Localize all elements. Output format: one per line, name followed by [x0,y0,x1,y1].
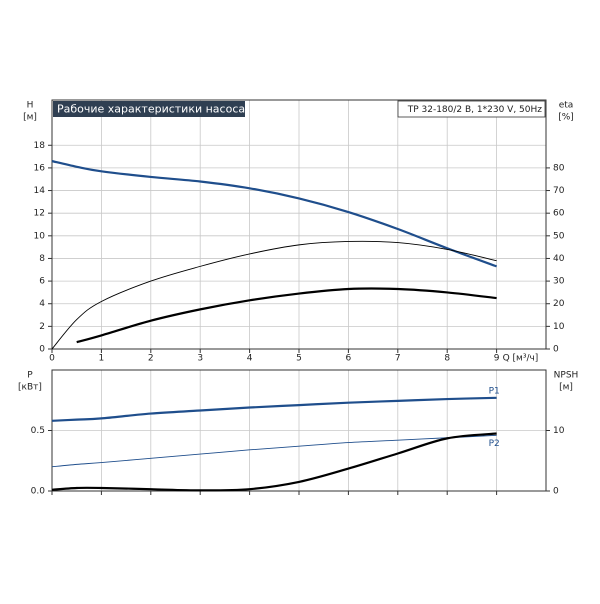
x-axis-label: Q [м³/ч] [503,354,539,364]
y-tick-label: 0.0 [31,487,46,497]
y-axis-unit: [м] [23,113,37,123]
y2-axis-label: NPSH [554,371,579,381]
x-tick-label: 2 [148,354,154,364]
y2-tick-label: 50 [553,231,565,241]
y-tick-label: 8 [39,254,45,264]
y-tick-label: 14 [34,186,46,196]
y-tick-label: 0 [39,345,45,355]
x-tick-label: 1 [99,354,105,364]
x-tick-label: 8 [444,354,450,364]
y-tick-label: 0.5 [31,426,45,436]
curve [51,432,497,492]
plot-frame [51,99,547,350]
title-box [53,101,245,117]
x-tick-label: 4 [247,354,253,364]
chart-title: Рабочие характеристики насоса [57,103,245,116]
x-tick-label: 9 [494,354,500,364]
series-label: P2 [489,439,500,449]
y2-axis-unit: [м] [559,383,573,393]
x-tick-label: 6 [346,354,352,364]
y2-tick-label: 10 [553,322,565,332]
y-axis-label: H [27,101,34,111]
y2-axis-unit: [%] [558,113,574,123]
curve [76,287,497,344]
y-axis-label: P [27,371,33,381]
subtitle-box [397,100,546,118]
x-tick-label: 5 [296,354,302,364]
curve [51,434,497,468]
y-tick-label: 4 [39,299,45,309]
y2-tick-label: 0 [553,487,559,497]
y2-tick-label: 40 [553,254,565,264]
y-tick-label: 18 [34,141,46,151]
y2-tick-label: 20 [553,299,565,309]
y2-tick-label: 60 [553,209,565,219]
x-tick-label: 3 [197,354,203,364]
y2-tick-label: 0 [553,345,559,355]
y2-tick-label: 80 [553,163,565,173]
y-tick-label: 12 [34,209,45,219]
curve [51,396,497,422]
y-tick-label: 2 [39,322,45,332]
y-tick-label: 6 [39,277,45,287]
plot-frame [51,369,547,492]
x-tick-label: 7 [395,354,401,364]
y-axis-unit: [кВт] [18,383,42,393]
y-tick-label: 10 [34,231,46,241]
y2-axis-label: eta [559,101,574,111]
y2-tick-label: 10 [553,426,565,436]
chart-subtitle: TP 32-180/2 B, 1*230 V, 50Hz [407,105,543,115]
x-tick-label: 0 [49,354,55,364]
y2-tick-label: 30 [553,277,565,287]
curve [51,240,497,350]
y-tick-label: 16 [34,163,46,173]
series-label: P1 [489,386,500,396]
y2-tick-label: 70 [553,186,565,196]
curve [51,160,497,268]
